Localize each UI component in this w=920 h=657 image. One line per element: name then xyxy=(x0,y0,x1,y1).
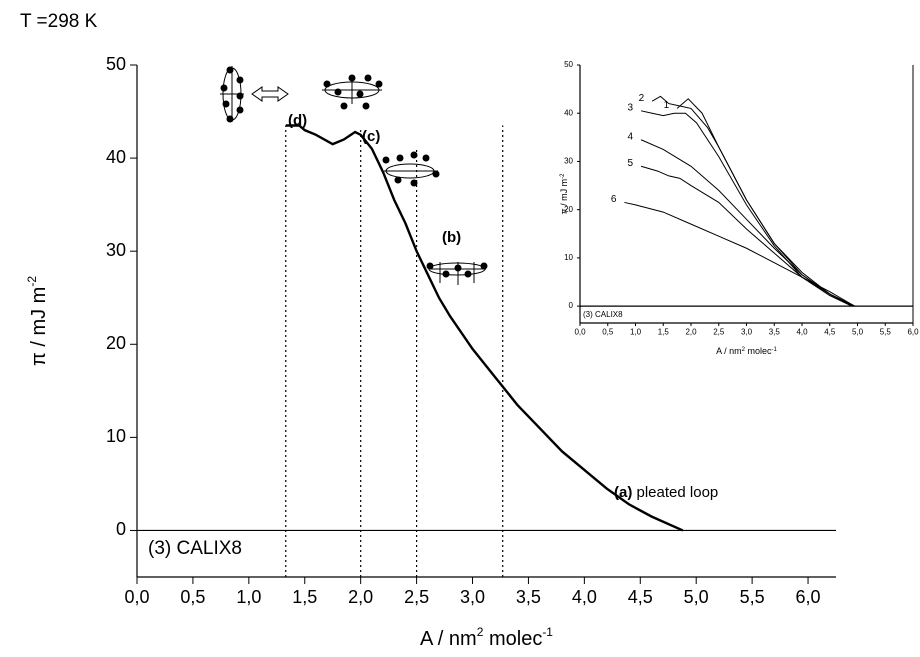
x-tick-label: 0,0 xyxy=(124,587,149,607)
series-label: 1 xyxy=(664,100,670,111)
y-tick-label: 50 xyxy=(564,60,573,69)
x-axis-label: A / nm2 molec-1 xyxy=(716,346,777,356)
sample-label: (3) CALIX8 xyxy=(148,538,242,559)
x-tick-label: 3,0 xyxy=(460,587,485,607)
axis-label-text: A / nm xyxy=(420,628,477,650)
y-tick-label: 10 xyxy=(106,426,126,446)
axis-label-superscript: 2 xyxy=(477,625,484,639)
axis-label-text: molec xyxy=(483,628,542,650)
y-tick-label: 10 xyxy=(564,253,573,262)
data-line xyxy=(676,98,853,307)
series-label: 5 xyxy=(627,158,633,169)
data-line xyxy=(640,110,853,307)
x-tick-label: 1,5 xyxy=(658,328,670,337)
x-tick-label: 2,0 xyxy=(348,587,373,607)
x-tick-label: 5,0 xyxy=(684,587,709,607)
y-tick-label: 20 xyxy=(106,333,126,353)
y-tick-label: 30 xyxy=(106,240,126,260)
x-tick-label: 4,0 xyxy=(796,328,808,337)
x-tick-label: 4,5 xyxy=(628,587,653,607)
data-line xyxy=(651,95,853,307)
axis-label-text: π / mJ m xyxy=(559,179,569,215)
y-tick-label: 40 xyxy=(564,108,573,117)
y-axis-label: π / mJ m-2 xyxy=(25,276,50,366)
series-label: 3 xyxy=(627,102,633,113)
x-tick-label: 5,5 xyxy=(880,328,892,337)
region-label: (a) pleated loop xyxy=(614,484,718,501)
data-line xyxy=(285,124,684,532)
x-tick-label: 6,0 xyxy=(907,328,919,337)
x-tick-label: 1,5 xyxy=(292,587,317,607)
axis-label-superscript: -1 xyxy=(772,347,778,353)
y-tick-label: 0 xyxy=(116,519,126,539)
y-tick-label: 50 xyxy=(106,54,126,74)
x-tick-label: 0,0 xyxy=(574,328,586,337)
x-tick-label: 3,5 xyxy=(769,328,781,337)
axis-label-superscript: -1 xyxy=(542,625,553,639)
x-tick-label: 2,0 xyxy=(685,328,697,337)
x-tick-label: 1,0 xyxy=(630,328,642,337)
axis-label-text: π / mJ m xyxy=(28,287,50,366)
x-tick-label: 4,5 xyxy=(824,328,836,337)
data-line xyxy=(640,165,855,307)
sample-label: (3) CALIX8 xyxy=(583,310,623,319)
y-axis-label: π / mJ m-2 xyxy=(559,173,569,215)
region-label: (b) xyxy=(442,229,461,246)
x-tick-label: 0,5 xyxy=(602,328,614,337)
molecule-icons xyxy=(220,66,488,285)
temperature-label: T =298 K xyxy=(20,11,98,32)
region-label: (a) xyxy=(614,484,632,501)
x-tick-label: 3,5 xyxy=(516,587,541,607)
x-tick-label: 4,0 xyxy=(572,587,597,607)
x-tick-label: 2,5 xyxy=(404,587,429,607)
x-tick-label: 2,5 xyxy=(713,328,725,337)
y-tick-label: 30 xyxy=(564,157,573,166)
axis-label-superscript: 2 xyxy=(742,347,746,353)
x-tick-label: 3,0 xyxy=(741,328,753,337)
y-tick-label: 0 xyxy=(569,301,574,310)
y-tick-label: 40 xyxy=(106,147,126,167)
x-axis-label: A / nm2 molec-1 xyxy=(420,625,553,650)
chart-1: 0 10 20 30 40 50 0,0 0,5 1,0 1,5 2,0 2,5 3,0 3,5 4,0 4,… xyxy=(559,60,919,356)
y-tick-label: 20 xyxy=(564,205,573,214)
series-label: 6 xyxy=(611,194,617,205)
axis-label-text: A / nm xyxy=(716,346,742,356)
x-tick-label: 1,0 xyxy=(236,587,261,607)
series-label: 4 xyxy=(627,131,633,142)
x-tick-label: 5,5 xyxy=(740,587,765,607)
axis-label-superscript: -2 xyxy=(25,276,39,287)
x-tick-label: 6,0 xyxy=(796,587,821,607)
axis-label-text: molec xyxy=(745,346,772,356)
data-line xyxy=(640,139,855,307)
axis-label-superscript: -2 xyxy=(560,173,566,179)
region-label: (c) xyxy=(362,128,380,145)
x-tick-label: 0,5 xyxy=(180,587,205,607)
series-label: 2 xyxy=(639,93,645,104)
x-tick-label: 5,0 xyxy=(852,328,864,337)
region-text: pleated loop xyxy=(632,484,718,501)
data-line xyxy=(624,201,855,307)
